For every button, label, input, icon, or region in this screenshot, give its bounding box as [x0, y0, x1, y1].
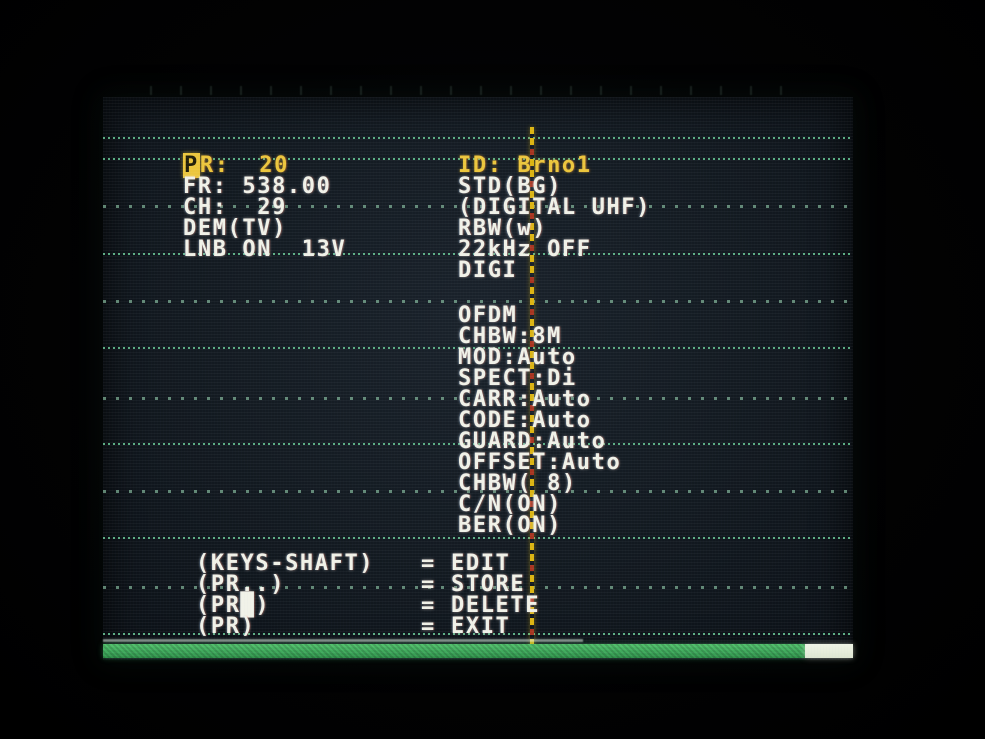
pr-edit-cursor: P	[183, 153, 200, 178]
gridline-minor	[103, 586, 853, 589]
key-action: DELETE	[451, 593, 541, 618]
field-frequency[interactable]: FR: 538.00	[183, 174, 332, 199]
field-rbw[interactable]: RBW(w)	[458, 216, 548, 241]
level-bar-white	[805, 644, 853, 658]
field-offset[interactable]: OFFSET:Auto	[458, 450, 622, 475]
level-bar-green	[103, 644, 805, 658]
key-action: EXIT	[451, 614, 511, 639]
key-hint-edit[interactable]: (KEYS-SHAFT) = EDIT	[196, 551, 540, 576]
field-guard[interactable]: GUARD:Auto	[458, 429, 607, 454]
gridline-major	[103, 537, 853, 539]
gridline-major	[103, 347, 853, 349]
field-chbw[interactable]: CHBW:8M	[458, 324, 562, 349]
key-combo: (PR..)	[196, 572, 286, 597]
key-hints-block: (KEYS-SHAFT) = EDIT (PR..) = STORE (PR█) = DEL…	[196, 551, 541, 639]
ofdm-parameters-block: OFDM CHBW:8M MOD:Auto SPECT:Di CARR:Auto…	[458, 303, 622, 538]
key-combo: (PR█)	[196, 593, 271, 618]
field-ber[interactable]: BER(ON)	[458, 513, 562, 538]
field-demodulation[interactable]: DEM(TV)	[183, 216, 287, 241]
field-ofdm[interactable]: OFDM	[458, 303, 518, 328]
key-action: STORE	[451, 572, 526, 597]
bar-glare	[103, 639, 583, 642]
channel-settings-block: ID: Brno1 STD(BG) (DIGITAL UHF) RBW(w) 2…	[458, 153, 651, 283]
field-spect[interactable]: SPECT:Di	[458, 366, 577, 391]
field-22khz[interactable]: 22kHz OFF	[458, 237, 592, 262]
crt-screen: PR: 20 FR: 538.00 CH: 29 DEM(TV) LNB ON …	[103, 97, 853, 660]
field-code[interactable]: CODE:Auto	[458, 408, 592, 433]
field-id[interactable]: ID: Brno1	[458, 153, 592, 178]
equals-sign: =	[421, 593, 436, 618]
key-combo: (KEYS-SHAFT)	[196, 551, 375, 576]
key-hint-store[interactable]: (PR..) = STORE	[196, 572, 540, 597]
key-action: EDIT	[451, 551, 511, 576]
program-settings-block: PR: 20 FR: 538.00 CH: 29 DEM(TV) LNB ON …	[183, 153, 347, 262]
field-lnb[interactable]: LNB ON 13V	[183, 237, 347, 262]
key-hint-delete[interactable]: (PR█) = DELETE	[196, 593, 541, 618]
field-channel[interactable]: CH: 29	[183, 195, 287, 220]
field-carr[interactable]: CARR:Auto	[458, 387, 592, 412]
field-mod[interactable]: MOD:Auto	[458, 345, 577, 370]
field-std[interactable]: STD(BG)	[458, 174, 562, 199]
gridline-major	[103, 158, 853, 160]
gridline-major	[103, 633, 853, 635]
key-combo: (PR)	[196, 614, 256, 639]
gridline-major	[103, 137, 853, 139]
field-digi[interactable]: DIGI	[458, 258, 518, 283]
field-chbw-2[interactable]: CHBW( 8)	[458, 471, 577, 496]
gridline-major	[103, 443, 853, 445]
field-band[interactable]: (DIGITAL UHF)	[458, 195, 651, 220]
gridline-minor	[103, 397, 853, 400]
gridline-minor	[103, 300, 853, 303]
equals-sign: =	[421, 551, 436, 576]
equals-sign: =	[421, 572, 436, 597]
pr-value: R: 20	[199, 153, 289, 178]
key-hint-exit[interactable]: (PR) = EXIT	[196, 614, 540, 639]
field-cn[interactable]: C/N(ON)	[458, 492, 562, 517]
crt-top-ticks	[150, 86, 810, 95]
gridline-minor	[103, 490, 853, 493]
frequency-cursor-line[interactable]	[530, 127, 534, 649]
equals-sign: =	[421, 614, 436, 639]
gridline-minor	[103, 205, 853, 208]
gridline-major	[103, 253, 853, 255]
field-pr[interactable]: PR: 20	[183, 153, 346, 178]
